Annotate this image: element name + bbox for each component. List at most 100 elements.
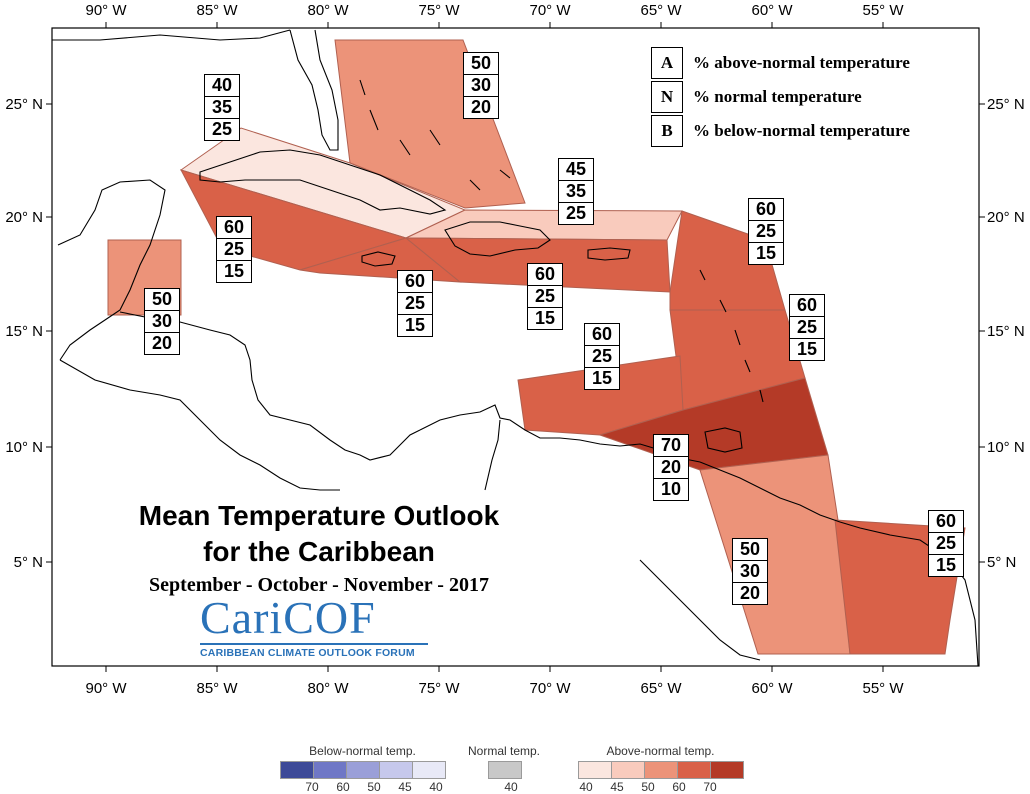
season-label: September - October - November - 2017: [149, 574, 489, 596]
tick-label: 70: [703, 780, 717, 794]
above-value: 60: [217, 217, 251, 239]
longitude-label: 65° W: [640, 680, 682, 697]
below-scale-bar: [280, 761, 446, 779]
probability-key: A % above-normal temperature N % normal …: [651, 46, 910, 148]
logo-wordmark: CariCOF: [200, 592, 376, 643]
tick-label: 60: [672, 780, 686, 794]
latitude-label: 10° N: [987, 439, 1025, 456]
key-text: % below-normal temperature: [693, 121, 910, 140]
colombia-coast: [419, 404, 701, 463]
right-latitude-axis: 25° N 20° N 15° N 10° N 5° N: [979, 96, 1025, 571]
tick-label: 60: [336, 780, 350, 794]
swatch-below-70: [280, 761, 314, 779]
latitude-label: 25° N: [5, 96, 43, 113]
key-text: % normal temperature: [693, 87, 862, 106]
hispaniola-outline: [444, 221, 551, 257]
longitude-label: 80° W: [307, 680, 349, 697]
tick-label: 40: [429, 780, 443, 794]
venezuela-interior: [484, 419, 501, 491]
puerto-rico-outline: [587, 247, 631, 261]
key-letter: N: [651, 81, 683, 113]
tick-label: 50: [367, 780, 381, 794]
longitude-label: 90° W: [85, 680, 127, 697]
above-value: 60: [585, 324, 619, 346]
above-value: 60: [528, 264, 562, 286]
longitude-label: 70° W: [529, 2, 571, 19]
longitude-label: 75° W: [418, 680, 460, 697]
above-value: 45: [559, 159, 593, 181]
normal-value: 30: [733, 561, 767, 583]
longitude-label: 55° W: [862, 2, 904, 19]
normal-value: 30: [464, 75, 498, 97]
latitude-label: 5° N: [14, 554, 43, 571]
above-normal-scale: Above-normal temp. 40 45 50 60 70: [578, 744, 744, 794]
tick-label: 50: [641, 780, 655, 794]
swatch-above-60: [677, 761, 711, 779]
key-text: % above-normal temperature: [693, 53, 910, 72]
tick-label: 45: [398, 780, 412, 794]
tick-label: 70: [305, 780, 319, 794]
left-latitude-axis: 25° N 20° N 15° N 10° N 5° N: [5, 96, 52, 571]
prob-box-cuba: 40 35 25: [204, 74, 240, 141]
below-value: 15: [591, 368, 613, 388]
lesser-antilles: [699, 269, 764, 403]
normal-value: 25: [585, 346, 619, 368]
longitude-label: 85° W: [196, 680, 238, 697]
normal-scale-bar: [468, 761, 540, 779]
prob-box-windward: 60 25 15: [789, 294, 825, 361]
cuba-outline: [199, 149, 447, 215]
swatch-above-70: [710, 761, 744, 779]
latitude-label: 10° N: [5, 439, 43, 456]
swatch-below-60: [313, 761, 347, 779]
below-value: 10: [660, 479, 682, 499]
above-scale-bar: [578, 761, 744, 779]
normal-value: 25: [790, 317, 824, 339]
below-value: 15: [935, 555, 957, 575]
prob-box-leeward: 60 25 15: [748, 198, 784, 265]
latitude-label: 15° N: [987, 323, 1025, 340]
prob-box-abc-islands: 60 25 15: [584, 323, 620, 390]
above-value: 40: [205, 75, 239, 97]
normal-value: 25: [929, 533, 963, 555]
normal-scale-title: Normal temp.: [468, 744, 541, 758]
below-value: 20: [739, 583, 761, 603]
yucatan-mexico-coast: [57, 179, 166, 361]
key-letter: B: [651, 115, 683, 147]
below-value: 15: [534, 308, 556, 328]
latitude-label: 5° N: [987, 554, 1016, 571]
below-value: 25: [565, 203, 587, 223]
swatch-above-45: [611, 761, 645, 779]
bottom-longitude-axis: 90° W 85° W 80° W 75° W 70° W 65° W 60° W 55° W: [85, 666, 904, 697]
normal-value: 25: [528, 286, 562, 308]
normal-value: 25: [749, 221, 783, 243]
prob-box-suriname-guiana: 60 25 15: [928, 510, 964, 577]
map-title: Mean Temperature Outlook: [138, 500, 500, 531]
longitude-label: 80° W: [307, 2, 349, 19]
prob-box-hispaniola-north: 45 35 25: [558, 158, 594, 225]
normal-value: 35: [559, 181, 593, 203]
honduras-north-coast: [119, 311, 421, 461]
swatch-above-50: [644, 761, 678, 779]
below-scale-title: Below-normal temp.: [309, 744, 416, 758]
prob-box-belize: 50 30 20: [144, 288, 180, 355]
prob-box-cayman: 60 25 15: [216, 216, 252, 283]
longitude-label: 85° W: [196, 2, 238, 19]
longitude-label: 90° W: [85, 2, 127, 19]
normal-value: 25: [217, 239, 251, 261]
tick-label: 40: [579, 780, 593, 794]
coastlines: [52, 29, 979, 667]
swatch-normal: [487, 761, 522, 779]
above-value: 50: [145, 289, 179, 311]
key-row-normal: N % normal temperature: [651, 80, 910, 114]
swatch-below-50: [346, 761, 380, 779]
prob-box-bahamas: 50 30 20: [463, 52, 499, 119]
below-normal-scale: Below-normal temp. 70 60 50 45 40: [280, 744, 446, 794]
latitude-label: 25° N: [987, 96, 1025, 113]
longitude-label: 60° W: [751, 680, 793, 697]
latitude-label: 15° N: [5, 323, 43, 340]
tick-label: 45: [610, 780, 624, 794]
florida-coast: [289, 29, 339, 151]
normal-value: 35: [205, 97, 239, 119]
central-america-coast: [59, 359, 340, 491]
above-value: 60: [398, 271, 432, 293]
